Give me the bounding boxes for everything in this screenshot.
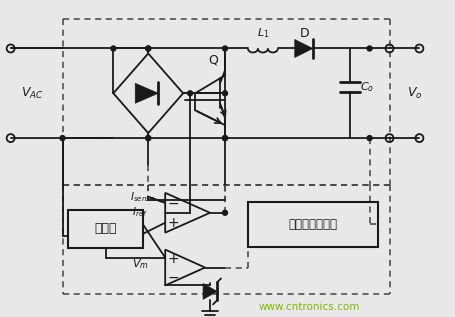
Text: $I_{ref}$: $I_{ref}$ [132, 205, 148, 219]
Text: $V_m$: $V_m$ [131, 258, 148, 271]
Circle shape [60, 136, 65, 140]
Bar [69, 210, 143, 248]
Circle shape [146, 46, 151, 51]
Text: Q: Q [208, 54, 218, 67]
Polygon shape [135, 83, 158, 103]
Circle shape [146, 136, 151, 140]
Text: $V_o$: $V_o$ [407, 86, 422, 101]
Text: $V_{AC}$: $V_{AC}$ [21, 86, 44, 101]
Text: $-$: $-$ [167, 196, 179, 210]
Polygon shape [203, 283, 217, 299]
Circle shape [222, 91, 228, 96]
Polygon shape [295, 40, 313, 57]
Text: D: D [300, 27, 309, 40]
Circle shape [111, 46, 116, 51]
Circle shape [367, 136, 372, 140]
Text: $+$: $+$ [167, 252, 179, 266]
Text: 乘法器: 乘法器 [95, 222, 117, 235]
Text: www.cntronics.com: www.cntronics.com [259, 302, 360, 312]
Text: $-$: $-$ [167, 269, 179, 283]
Text: $L_1$: $L_1$ [257, 27, 269, 41]
Text: 取样和低通滤波: 取样和低通滤波 [288, 218, 337, 231]
Bar [248, 202, 378, 247]
Circle shape [222, 136, 228, 140]
Circle shape [222, 210, 228, 215]
Circle shape [187, 91, 192, 96]
Circle shape [146, 136, 151, 140]
Text: $+$: $+$ [167, 216, 179, 230]
Circle shape [222, 46, 228, 51]
Text: $I_{sense}$: $I_{sense}$ [130, 190, 156, 204]
Circle shape [367, 46, 372, 51]
Circle shape [146, 46, 151, 51]
Circle shape [222, 136, 228, 140]
Text: $C_o$: $C_o$ [360, 81, 374, 94]
